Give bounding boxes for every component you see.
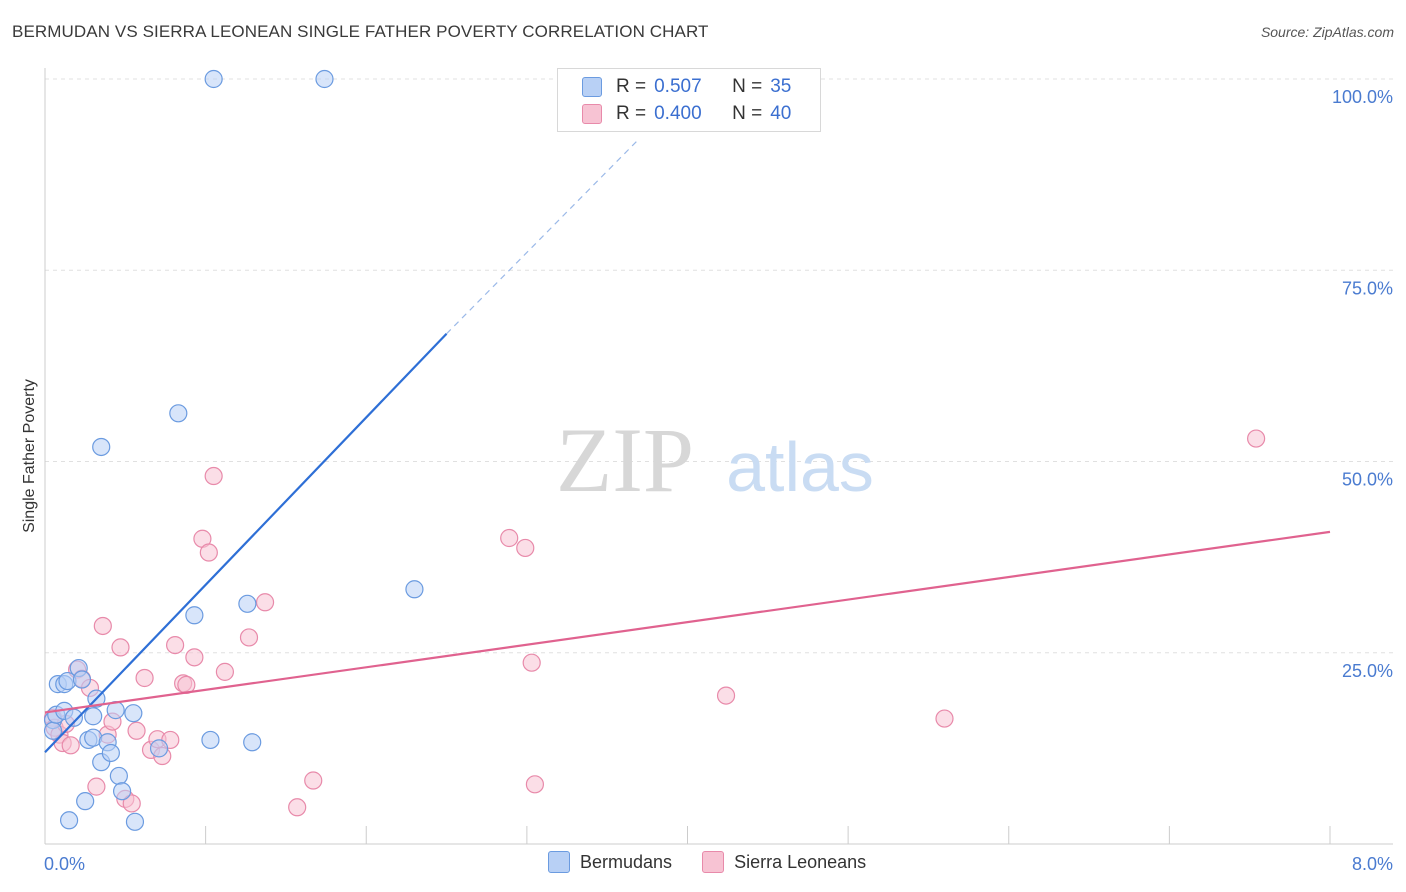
bermudan-point	[185, 606, 204, 625]
bermudan-point	[101, 743, 120, 763]
watermark: ZIP atlas	[556, 409, 874, 511]
series-legend-label: Sierra Leoneans	[734, 851, 867, 872]
sierra-leonean-point	[516, 538, 535, 558]
sierra-leonean-point	[522, 653, 541, 672]
legend-r-value: 0.507	[654, 76, 702, 97]
bermudan-point	[124, 704, 143, 723]
sierra-leonean-trend-line	[44, 530, 1331, 714]
bermudan-point	[59, 811, 79, 830]
chart-title: BERMUDAN VS SIERRA LEONEAN SINGLE FATHER…	[12, 22, 709, 41]
bermudan-point	[149, 739, 169, 758]
legend-r-label: R =	[616, 103, 647, 124]
sierra-leonean-point	[122, 794, 141, 813]
sierra-leonean-point	[716, 686, 736, 705]
bermudan-point	[201, 730, 220, 750]
bermudan-point	[64, 708, 84, 727]
sierra-leonean-point	[185, 648, 204, 667]
sierra-leonean-point	[935, 709, 954, 728]
x-tick-label: 8.0%	[1352, 854, 1393, 874]
series-swatch-pink	[702, 851, 725, 873]
bermudan-point	[84, 707, 103, 726]
bermudan-point	[112, 782, 132, 801]
sierra-leonean-point	[166, 635, 185, 655]
axes	[44, 68, 1393, 845]
legend-r-value: 0.400	[654, 103, 702, 124]
correlation-legend: R = 0.507 N = 35 R = 0.400 N = 40	[557, 68, 821, 132]
bermudan-point	[405, 580, 424, 599]
watermark-atlas: atlas	[726, 428, 874, 506]
bermudan-point	[315, 69, 334, 89]
legend-n-value: 35	[770, 76, 792, 97]
sierra-leonean-point	[304, 771, 323, 790]
legend-swatch-blue	[582, 77, 602, 97]
bermudan-point	[72, 670, 92, 689]
grid-lines	[45, 78, 1393, 654]
series-legend-label: Bermudans	[580, 851, 673, 872]
bermudan-point	[238, 594, 257, 613]
y-tick-label: 50.0%	[1342, 470, 1393, 490]
sierra-leonean-point	[87, 777, 106, 796]
sierra-leonean-point	[500, 528, 519, 548]
bermudan-trend-line	[44, 332, 448, 753]
y-tick-label: 100.0%	[1332, 87, 1393, 107]
bermudan-point	[204, 69, 223, 89]
watermark-zip: ZIP	[556, 409, 694, 511]
sierra-leonean-point	[239, 628, 259, 647]
series-swatch-blue	[548, 851, 570, 873]
series-legend-sierra-leoneans: Sierra Leoneans	[702, 851, 866, 873]
legend-r-label: R =	[616, 76, 647, 97]
legend-swatch-pink	[582, 104, 602, 124]
axis-labels: Single Father Poverty 25.0% 50.0% 75.0% 100…	[21, 87, 1393, 874]
sierra-leonean-point	[199, 543, 218, 562]
sierra-leonean-point	[135, 668, 154, 688]
series-legend: Bermudans Sierra Leoneans	[548, 851, 896, 873]
sierra-leonean-point	[93, 616, 112, 636]
legend-n-label: N =	[732, 76, 763, 97]
sierra-leonean-point	[111, 638, 130, 657]
sierra-leonean-point	[204, 466, 223, 486]
series-legend-bermudans: Bermudans	[548, 851, 672, 873]
sierra-leonean-point	[61, 736, 80, 755]
sierra-leonean-point	[525, 775, 545, 794]
sierra-leonean-point	[1247, 429, 1266, 448]
legend-row-sierra-leoneans: R = 0.400 N = 40	[582, 101, 791, 127]
y-tick-label: 25.0%	[1342, 661, 1393, 681]
bermudan-point	[92, 437, 111, 457]
bermudan-point	[125, 812, 145, 831]
y-axis-label: Single Father Poverty	[21, 379, 38, 533]
sierra-leonean-point	[288, 798, 307, 817]
y-tick-label: 75.0%	[1342, 278, 1393, 298]
data-points	[43, 69, 1266, 831]
trend-lines	[44, 138, 1331, 753]
bermudan-point	[109, 766, 128, 786]
sierra-leonean-point	[255, 593, 275, 612]
bermudan-point	[169, 404, 188, 423]
legend-n-label: N =	[732, 103, 763, 124]
sierra-leonean-point	[127, 721, 146, 740]
bermudan-point	[243, 733, 262, 752]
bermudan-point	[76, 792, 95, 811]
sierra-leonean-point	[215, 662, 234, 681]
legend-row-bermudans: R = 0.507 N = 35	[582, 74, 791, 100]
legend-n-value: 40	[770, 103, 792, 124]
chart-source: Source: ZipAtlas.com	[1260, 24, 1394, 40]
x-tick-label: 0.0%	[44, 854, 85, 874]
bermudan-trend-extension	[446, 138, 640, 335]
